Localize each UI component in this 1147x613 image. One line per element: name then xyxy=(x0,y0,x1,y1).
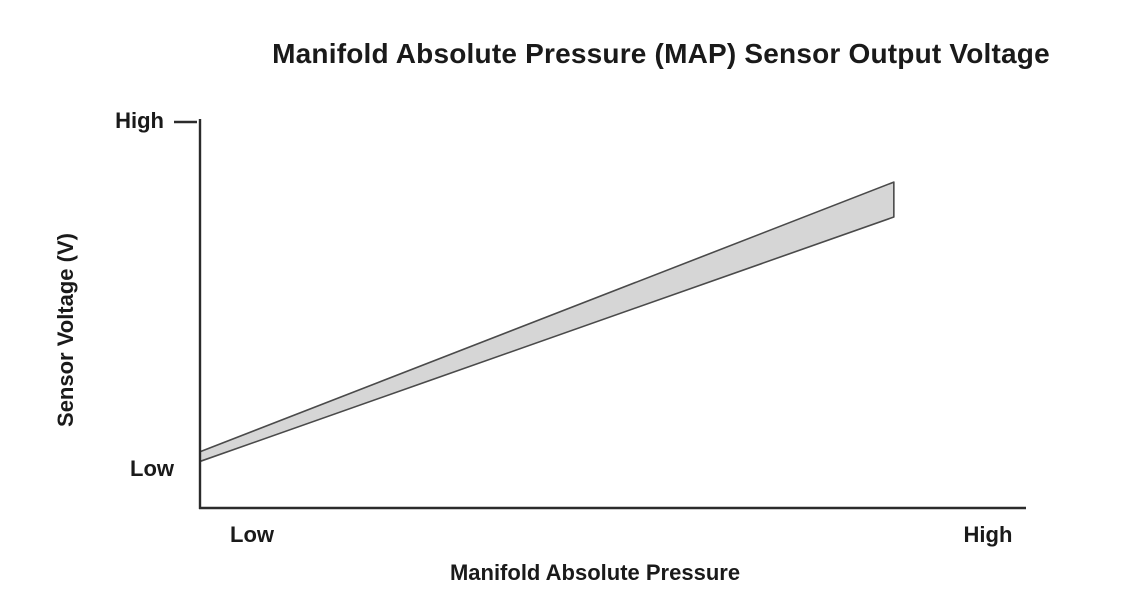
y-tick-label-high: High xyxy=(115,108,164,133)
x-tick-label-low: Low xyxy=(230,522,274,547)
chart-title: Manifold Absolute Pressure (MAP) Sensor … xyxy=(272,38,1050,69)
x-tick-label-high: High xyxy=(963,522,1013,547)
voltage-band xyxy=(199,181,895,463)
y-tick-label-low: Low xyxy=(130,456,174,481)
x-axis-title: Manifold Absolute Pressure xyxy=(449,560,741,585)
